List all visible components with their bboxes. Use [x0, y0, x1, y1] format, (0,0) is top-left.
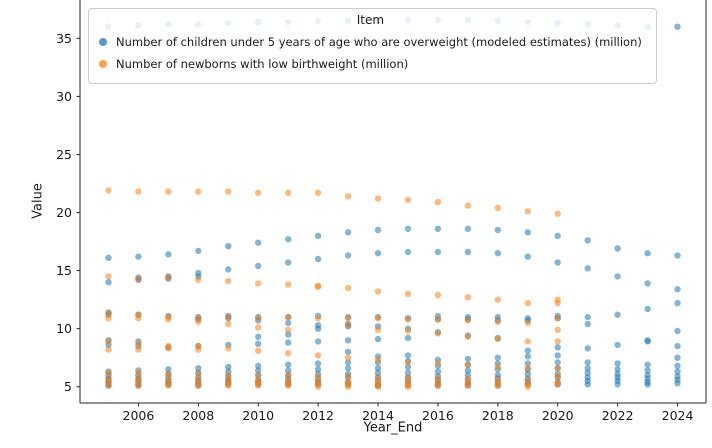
svg-text:5: 5 — [64, 379, 72, 394]
svg-text:2014: 2014 — [362, 408, 394, 423]
svg-text:2006: 2006 — [123, 408, 155, 423]
svg-text:2024: 2024 — [662, 408, 694, 423]
svg-text:25: 25 — [56, 147, 72, 162]
legend-entry-low-birthweight: Number of newborns with low birthweight … — [97, 53, 644, 75]
chart-legend: Item Number of children under 5 years of… — [88, 8, 657, 84]
svg-text:2008: 2008 — [182, 408, 214, 423]
svg-text:2010: 2010 — [242, 408, 274, 423]
y-axis-label: Value — [30, 183, 46, 219]
svg-text:2012: 2012 — [302, 408, 334, 423]
x-axis-label: Year_End — [363, 420, 423, 436]
legend-marker-low-birthweight-icon — [99, 60, 107, 68]
legend-marker-overweight-icon — [99, 38, 107, 46]
svg-text:10: 10 — [56, 321, 72, 336]
legend-title: Item — [356, 13, 385, 27]
svg-text:2022: 2022 — [602, 408, 634, 423]
legend-entry-overweight: Number of children under 5 years of age … — [97, 31, 644, 53]
legend-label-overweight: Number of children under 5 years of age … — [116, 35, 642, 49]
svg-text:15: 15 — [56, 263, 72, 278]
svg-text:2020: 2020 — [542, 408, 574, 423]
legend-label-low-birthweight: Number of newborns with low birthweight … — [116, 57, 409, 71]
svg-text:2018: 2018 — [482, 408, 514, 423]
svg-text:35: 35 — [56, 31, 72, 46]
svg-text:2016: 2016 — [422, 408, 454, 423]
svg-text:30: 30 — [56, 89, 72, 104]
svg-text:20: 20 — [56, 205, 72, 220]
